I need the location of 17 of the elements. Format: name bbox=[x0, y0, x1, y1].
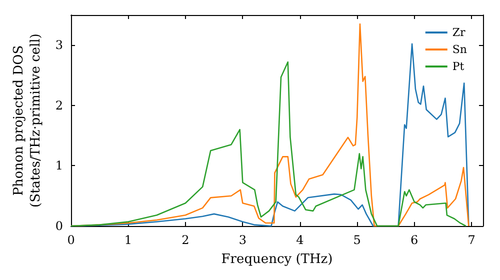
x-tick-label: 3 bbox=[238, 233, 246, 247]
y-tick-label: 0 bbox=[55, 219, 63, 233]
x-tick-label: 7 bbox=[468, 233, 476, 247]
x-tick-label: 5 bbox=[353, 233, 361, 247]
legend-label: Pt bbox=[452, 60, 465, 73]
y-tick-label: 3 bbox=[55, 38, 63, 52]
x-tick-label: 0 bbox=[67, 233, 75, 247]
x-tick-label: 4 bbox=[296, 233, 304, 247]
legend-label: Sn bbox=[452, 43, 468, 56]
y-tick-label: 2 bbox=[55, 98, 63, 112]
x-axis-title: Frequency (THz) bbox=[221, 252, 333, 267]
x-tick-label: 2 bbox=[182, 233, 190, 247]
legend-label: Zr bbox=[452, 26, 466, 39]
y-axis-title: Phonon projected DOS (States/THz·primitive cell) bbox=[11, 33, 44, 208]
y-tick-label: 1 bbox=[55, 158, 63, 173]
x-tick-label: 6 bbox=[410, 233, 418, 247]
x-tick-label: 1 bbox=[124, 233, 132, 247]
